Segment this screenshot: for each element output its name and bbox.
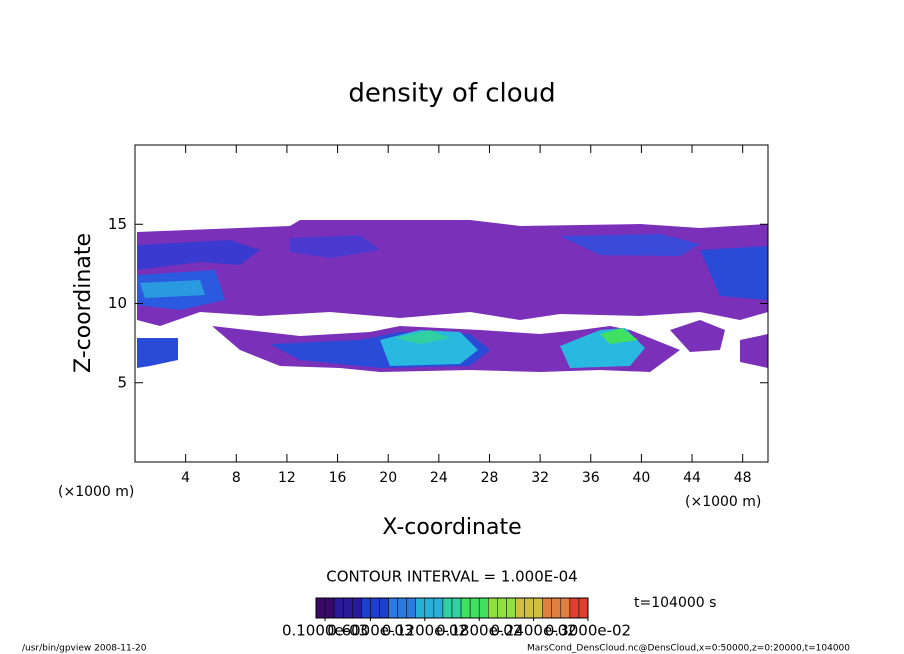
colorbar-tick-label: 0.2400e-02	[490, 622, 576, 640]
colorbar-swatch	[542, 597, 552, 619]
colorbar-swatch	[469, 597, 480, 619]
colorbar-swatch	[433, 597, 444, 619]
colorbar-swatch	[506, 597, 516, 619]
x-tick-label: 44	[683, 470, 701, 486]
colorbar-tick-label: 0.6000e-03	[327, 622, 413, 640]
colorbar-swatch	[478, 597, 489, 619]
cloud-patch	[140, 280, 205, 298]
colorbar-swatch	[533, 597, 543, 619]
colorbar-swatch	[497, 597, 507, 619]
cloud-patch	[700, 246, 768, 300]
colorbar-swatch	[352, 597, 362, 619]
colorbar-swatch	[451, 597, 462, 619]
cloud-patch	[670, 320, 725, 352]
x-tick-label: 32	[531, 470, 549, 486]
colorbar-swatch	[361, 597, 371, 619]
footer: /usr/bin/gpview 2008-11-20	[22, 644, 147, 654]
colorbar-tick-label: 0.1800e-02	[436, 622, 522, 640]
cloud-patch	[137, 240, 260, 270]
cloud-patch	[600, 328, 638, 344]
colorbar-swatch	[370, 597, 380, 619]
x-unit: (×1000 m)	[58, 484, 134, 500]
x-tick-label: 36	[582, 470, 600, 486]
colorbar-swatch	[551, 597, 562, 619]
cloud-patch	[395, 330, 450, 344]
x-tick-label: 4	[181, 470, 190, 486]
x-tick-label: 8	[232, 470, 241, 486]
y-tick-label: 5	[117, 373, 127, 391]
cloud-field	[137, 220, 768, 372]
lower-cloud	[137, 338, 178, 368]
x-tick-label: 20	[379, 470, 397, 486]
colorbar-swatch	[333, 597, 344, 619]
colorbar-swatch	[515, 597, 525, 619]
colorbar-swatch	[524, 597, 534, 619]
cloud-patch	[740, 334, 768, 368]
colorbar-swatch	[424, 597, 435, 619]
colorbar-swatch	[397, 597, 407, 619]
footer: MarsCond_DensCloud.nc@DensCloud,x=0:5000…	[527, 644, 850, 654]
colorbar-swatch	[578, 597, 589, 619]
colorbar-swatch	[460, 597, 471, 619]
colorbar-swatch	[388, 597, 398, 619]
colorbar-tick-label: 0.1200e-02	[382, 622, 468, 640]
colorbar-tick-label: 0.1000e-03	[282, 622, 368, 640]
x-tick-label: 48	[734, 470, 752, 486]
cloud-patch	[290, 235, 380, 258]
y-tick-label: 10	[108, 294, 127, 312]
x-axis-label: X-coordinate	[382, 515, 521, 540]
colorbar-swatch	[569, 597, 580, 619]
x-tick-label: 12	[278, 470, 296, 486]
colorbar-tick-label: 0.3000e-02	[545, 622, 631, 640]
chart-title: density of cloud	[348, 79, 555, 109]
colorbar-swatch	[560, 597, 571, 619]
colorbar-swatch	[315, 597, 326, 619]
y-tick-label: 15	[108, 215, 127, 233]
x-unit: (×1000 m)	[685, 494, 761, 510]
colorbar-swatch	[488, 597, 498, 619]
colorbar-frame	[315, 597, 589, 619]
colorbar-swatch	[406, 597, 416, 619]
time-label: t=104000 s	[634, 595, 716, 611]
colorbar-swatch	[324, 597, 335, 619]
colorbar-swatch	[415, 597, 426, 619]
x-tick-label: 24	[430, 470, 448, 486]
colorbar-swatch	[442, 597, 453, 619]
cloud-patch	[560, 234, 700, 256]
x-tick-label: 28	[481, 470, 499, 486]
colorbar-swatch	[379, 597, 389, 619]
y-axis-label: Z-coordinate	[71, 233, 96, 373]
colorbar-swatch	[342, 597, 353, 619]
x-tick-label: 16	[329, 470, 347, 486]
upper-cloud	[137, 220, 768, 326]
x-tick-label: 40	[632, 470, 650, 486]
contour-interval: CONTOUR INTERVAL = 1.000E-04	[326, 568, 577, 586]
